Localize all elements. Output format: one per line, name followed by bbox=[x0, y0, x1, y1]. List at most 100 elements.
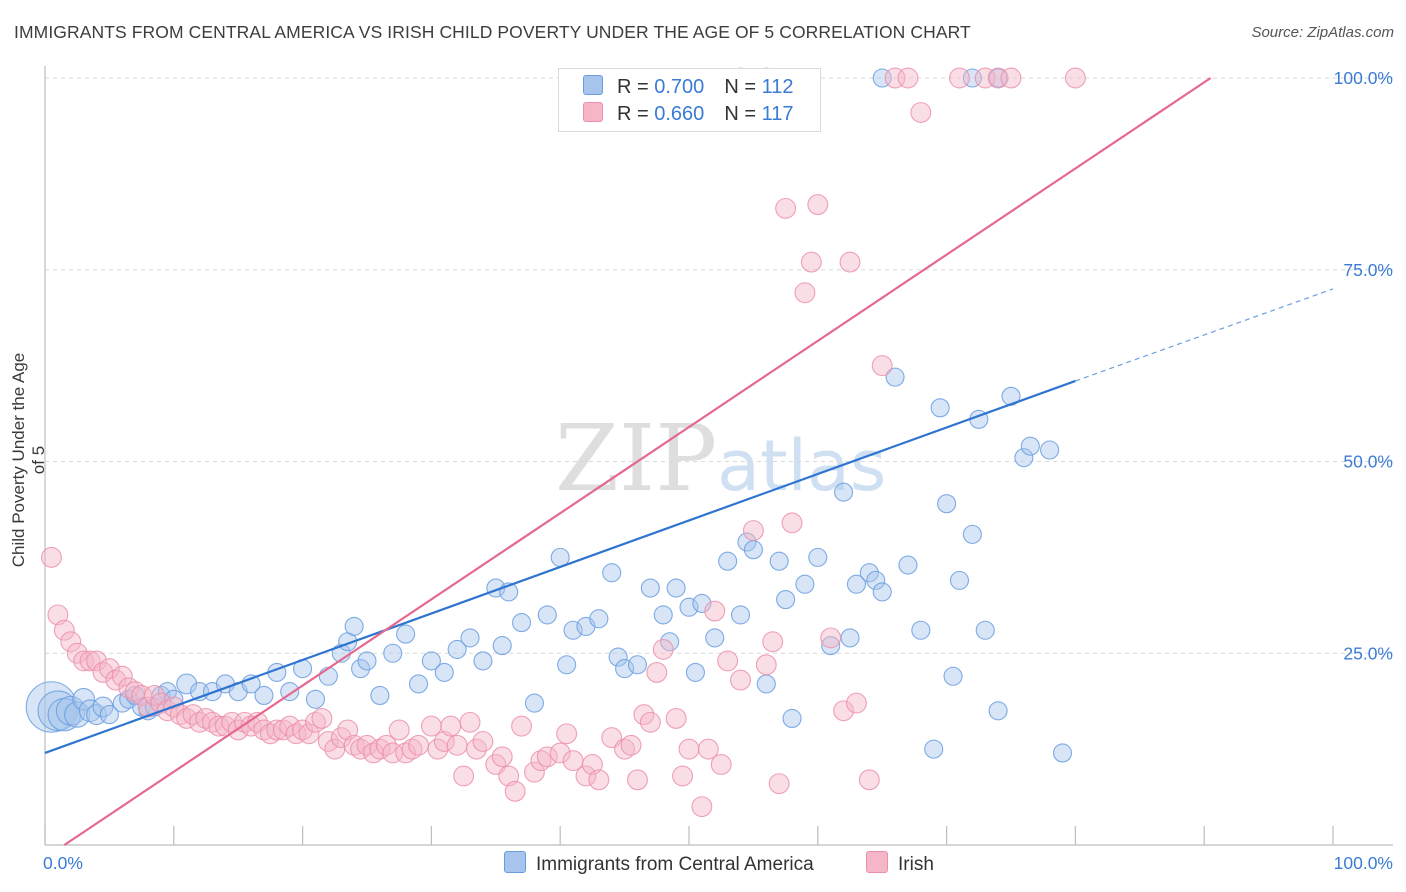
source-label: Source: ZipAtlas.com bbox=[1251, 24, 1394, 41]
central-america-point bbox=[254, 685, 274, 705]
legend-r-value: 0.700 bbox=[654, 76, 705, 98]
central-america-point bbox=[1052, 743, 1073, 763]
irish-point bbox=[742, 520, 764, 541]
irish-point bbox=[710, 754, 732, 775]
central-america-point bbox=[608, 647, 628, 667]
central-america-point bbox=[943, 666, 963, 686]
central-america-point bbox=[460, 628, 480, 648]
irish-point bbox=[639, 711, 661, 733]
irish-point bbox=[897, 67, 919, 89]
irish-point bbox=[987, 67, 1009, 89]
irish-point bbox=[98, 658, 120, 680]
irish-point bbox=[845, 692, 867, 714]
central-america-point bbox=[305, 689, 326, 709]
irish-point bbox=[974, 67, 996, 89]
central-america-point bbox=[840, 628, 860, 648]
irish-point bbox=[807, 194, 829, 216]
central-america-point bbox=[988, 701, 1008, 721]
central-america-point bbox=[872, 582, 892, 602]
irish-point bbox=[53, 619, 75, 641]
central-america-point bbox=[627, 655, 648, 675]
central-america-point bbox=[705, 628, 725, 648]
central-america-point bbox=[666, 578, 686, 598]
legend-swatch-central-america bbox=[504, 851, 526, 873]
central-america-point bbox=[866, 570, 886, 590]
irish-point bbox=[311, 707, 333, 729]
central-america-point bbox=[473, 651, 493, 671]
central-america-point bbox=[685, 662, 705, 682]
central-america-point bbox=[318, 666, 338, 686]
x-tick-label: 100.0% bbox=[1334, 853, 1393, 873]
legend-item-central-america[interactable]: Immigrants from Central America bbox=[504, 851, 814, 876]
irish-point bbox=[111, 665, 133, 687]
legend-r-label: R = bbox=[617, 76, 655, 98]
central-america-point bbox=[589, 609, 609, 629]
legend-swatch-irish bbox=[866, 851, 888, 873]
irish-point bbox=[665, 707, 687, 729]
central-america-point bbox=[396, 624, 416, 644]
central-america-point bbox=[557, 655, 577, 675]
irish-point bbox=[86, 650, 107, 672]
central-america-point bbox=[692, 593, 712, 613]
irish-point bbox=[620, 734, 642, 756]
irish-point bbox=[646, 661, 668, 683]
central-america-point bbox=[1040, 440, 1060, 460]
legend-row-irish: R = 0.660 N = 117 bbox=[583, 102, 793, 128]
irish-point bbox=[556, 723, 578, 745]
central-america-point bbox=[434, 662, 454, 682]
irish-point bbox=[498, 765, 520, 787]
irish-point bbox=[131, 684, 153, 706]
central-america-point bbox=[898, 555, 918, 575]
irish-point bbox=[949, 67, 970, 89]
central-america-point bbox=[743, 540, 763, 560]
central-america-point bbox=[421, 651, 441, 671]
irish-point bbox=[627, 769, 648, 791]
irish-point bbox=[672, 765, 694, 787]
irish-point bbox=[446, 734, 468, 756]
legend-item-irish[interactable]: Irish bbox=[866, 851, 934, 876]
y-tick-label: 100.0% bbox=[1334, 68, 1393, 88]
central-america-point bbox=[846, 574, 866, 594]
watermark: ZIPatlas bbox=[555, 405, 886, 512]
irish-point bbox=[401, 738, 423, 760]
central-america-point bbox=[756, 674, 776, 694]
irish-point bbox=[820, 627, 842, 649]
central-america-point bbox=[99, 705, 119, 725]
central-america-point bbox=[949, 570, 970, 590]
y-tick-label: 75.0% bbox=[1343, 260, 1393, 280]
irish-point bbox=[691, 796, 713, 818]
central-america-point bbox=[653, 605, 673, 625]
y-axis-label: Child Poverty Under the Age of 5 bbox=[9, 352, 48, 568]
irish-point bbox=[459, 711, 481, 733]
central-america-point bbox=[1020, 436, 1040, 456]
central-america-point bbox=[885, 367, 905, 387]
irish-point bbox=[195, 707, 217, 729]
irish-point bbox=[511, 715, 533, 737]
central-america-point bbox=[37, 690, 79, 732]
central-america-point bbox=[615, 659, 635, 679]
irish-point bbox=[614, 738, 636, 760]
irish-trendline bbox=[63, 77, 1212, 846]
central-america-point bbox=[344, 616, 364, 636]
irish-point bbox=[871, 355, 893, 377]
central-america-point bbox=[447, 639, 467, 659]
central-america-point bbox=[718, 551, 738, 571]
central-america-point bbox=[911, 620, 931, 640]
central-america-point bbox=[1014, 448, 1034, 468]
central-america-point bbox=[821, 636, 841, 656]
irish-point bbox=[678, 738, 700, 760]
central-america-point bbox=[524, 693, 544, 713]
irish-point bbox=[800, 251, 822, 273]
irish-point bbox=[704, 600, 726, 622]
central-america-point bbox=[370, 685, 390, 705]
irish-point bbox=[118, 677, 140, 699]
irish-point bbox=[588, 769, 610, 791]
irish-point bbox=[884, 67, 906, 89]
irish-point bbox=[833, 700, 855, 722]
central-america-point bbox=[679, 597, 699, 617]
central-america-point bbox=[357, 651, 377, 671]
legend-swatch-irish bbox=[583, 102, 603, 122]
central-america-point bbox=[72, 687, 95, 711]
irish-point bbox=[910, 102, 932, 123]
